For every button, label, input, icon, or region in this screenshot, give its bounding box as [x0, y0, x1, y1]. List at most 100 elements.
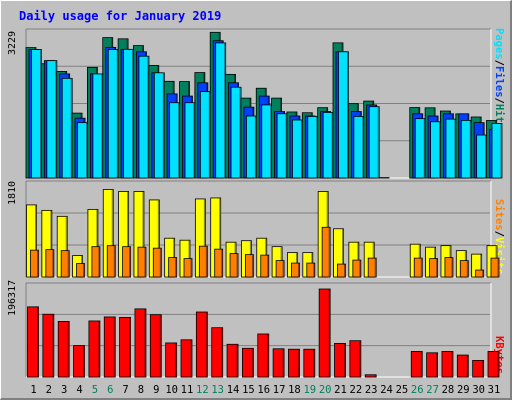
bar-shadow — [374, 258, 376, 277]
bar-kbytes-day-10 — [165, 342, 178, 378]
bar-shadow — [485, 135, 487, 178]
bar-shadow — [83, 264, 85, 277]
day-label-30: 30 — [472, 384, 485, 396]
bar-kbytes-day-27 — [426, 352, 439, 378]
bar-shadow — [420, 351, 422, 377]
bar-shadow — [147, 56, 149, 178]
day-label-7: 7 — [122, 384, 128, 396]
bar-shadow — [70, 78, 72, 178]
kbytes-ymax-label: 196317 — [7, 280, 18, 316]
bar-kbytes-day-6 — [103, 316, 116, 378]
bar-sites-day-21 — [337, 263, 346, 278]
bar-shadow — [35, 205, 37, 277]
day-label-24: 24 — [380, 384, 393, 396]
bar-kbytes-day-2 — [42, 313, 55, 378]
bar-kbytes-day-14 — [226, 343, 239, 378]
bar-sites-day-12 — [198, 245, 208, 278]
bar-shadow — [497, 351, 499, 377]
bar-shadow — [178, 103, 180, 178]
bar-shadow — [159, 315, 161, 377]
bar-shadow — [328, 227, 330, 277]
bar-shadow — [205, 246, 208, 277]
bar-shadow — [331, 112, 333, 178]
legend-files: Files — [493, 66, 505, 98]
bar-shadow — [285, 114, 287, 178]
bar-shadow — [101, 74, 103, 178]
day-label-3: 3 — [61, 384, 67, 396]
bar-kbytes-day-8 — [134, 308, 147, 378]
bar-shadow — [98, 247, 100, 277]
day-label-27: 27 — [426, 384, 439, 396]
bar-shadow — [203, 199, 206, 277]
bar-kbytes-day-13 — [211, 327, 224, 378]
day-label-6: 6 — [107, 384, 113, 396]
bar-shadow — [342, 229, 344, 277]
day-label-29: 29 — [457, 384, 470, 396]
bar-kbytes-day-17 — [272, 348, 285, 378]
bar-sites-day-10 — [168, 257, 178, 278]
bar-kbytes-day-5 — [88, 320, 101, 378]
day-label-25: 25 — [396, 384, 409, 396]
bar-sites-day-20 — [321, 226, 331, 278]
bar-shadow — [357, 242, 359, 277]
bar-shadow — [221, 328, 223, 377]
day-label-11: 11 — [181, 384, 194, 396]
pages-files-hits-legend: Pages/Files/Hits — [493, 28, 505, 129]
bar-sites-day-1 — [30, 249, 39, 278]
bar-shadow — [52, 314, 54, 377]
bar-shadow — [50, 210, 52, 277]
bar-shadow — [270, 105, 272, 178]
bar-shadow — [374, 375, 376, 377]
bar-shadow — [439, 122, 441, 178]
day-label-18: 18 — [288, 384, 301, 396]
bar-kbytes-day-15 — [241, 347, 254, 378]
bar-shadow — [420, 258, 422, 277]
bar-sites-day-2 — [45, 249, 55, 278]
bar-shadow — [451, 258, 453, 277]
bar-shadow — [313, 263, 315, 277]
day-label-10: 10 — [165, 384, 178, 396]
bar-shadow — [83, 346, 85, 377]
bar-shadow — [500, 124, 502, 178]
bar-shadow — [451, 351, 453, 377]
day-label-8: 8 — [138, 384, 144, 396]
bar-shadow — [344, 343, 346, 377]
bar-shadow — [254, 116, 257, 178]
bar-shadow — [67, 321, 69, 377]
day-label-14: 14 — [227, 384, 240, 396]
bar-kbytes-day-29 — [456, 354, 469, 378]
bar-shadow — [65, 216, 67, 277]
bar-sites-day-15 — [244, 254, 254, 278]
bar-shadow — [37, 250, 39, 277]
bar-shadow — [175, 258, 177, 277]
bar-shadow — [67, 251, 69, 277]
bar-shadow — [497, 258, 499, 277]
legend-pages: Pages — [493, 28, 505, 60]
bar-sites-day-22 — [352, 259, 362, 278]
bar-shadow — [297, 263, 300, 277]
bar-sites-day-7 — [122, 246, 131, 278]
bar-shadow — [127, 191, 129, 277]
bar-sites-day-29 — [459, 260, 469, 278]
bar-shadow — [267, 255, 269, 277]
bar-shadow — [267, 334, 269, 377]
bar-shadow — [313, 349, 315, 377]
bar-kbytes-day-9 — [149, 314, 162, 378]
hits-ymax-label: 3229 — [7, 31, 18, 55]
bar-kbytes-day-20 — [318, 288, 331, 378]
bar-shadow — [111, 189, 113, 277]
bar-sites-day-28 — [444, 257, 454, 278]
bar-kbytes-day-19 — [303, 348, 316, 378]
bar-shadow — [175, 343, 177, 377]
bar-shadow — [219, 198, 221, 277]
bar-kbytes-day-30 — [472, 360, 485, 378]
legend-sites: Sites — [493, 199, 505, 231]
bar-shadow — [466, 261, 468, 277]
day-label-19: 19 — [303, 384, 316, 396]
bar-kbytes-day-28 — [441, 351, 454, 378]
bar-kbytes-day-23 — [364, 374, 377, 378]
bar-shadow — [159, 248, 161, 277]
bar-shadow — [55, 61, 57, 178]
bar-sites-day-14 — [229, 253, 239, 278]
bar-shadow — [236, 344, 238, 377]
